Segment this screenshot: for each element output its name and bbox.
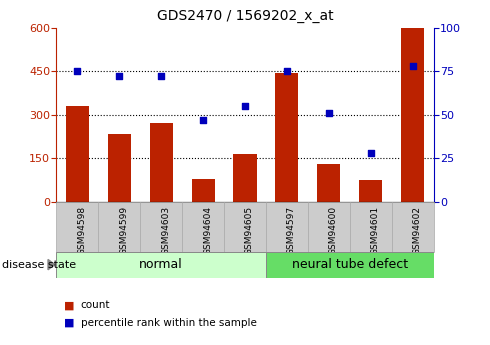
Bar	[140, 202, 182, 252]
Text: GSM94597: GSM94597	[287, 206, 296, 255]
Bar	[266, 252, 434, 278]
Point	[367, 150, 375, 156]
Bar	[359, 180, 382, 202]
Point	[241, 103, 249, 109]
Point	[409, 63, 416, 69]
Bar	[149, 124, 172, 202]
Bar	[182, 202, 224, 252]
Bar	[350, 202, 392, 252]
Text: GSM94602: GSM94602	[413, 206, 422, 255]
Point	[325, 110, 333, 116]
Point	[74, 68, 81, 74]
Text: disease state: disease state	[2, 260, 76, 270]
Bar	[275, 72, 298, 202]
Bar	[401, 28, 424, 202]
Text: GSM94598: GSM94598	[77, 206, 86, 255]
Text: normal: normal	[139, 258, 183, 271]
Bar	[98, 202, 140, 252]
Bar	[66, 106, 89, 202]
Point	[283, 68, 291, 74]
Point	[157, 73, 165, 79]
Text: GSM94604: GSM94604	[203, 206, 212, 255]
Text: percentile rank within the sample: percentile rank within the sample	[81, 318, 257, 327]
Point	[115, 73, 123, 79]
Text: GSM94601: GSM94601	[371, 206, 380, 255]
Bar	[56, 202, 98, 252]
Text: ■: ■	[64, 300, 74, 310]
Bar	[192, 179, 215, 202]
Bar	[308, 202, 350, 252]
Polygon shape	[48, 259, 55, 270]
Text: GSM94599: GSM94599	[119, 206, 128, 255]
Bar	[233, 154, 257, 202]
Bar	[318, 164, 341, 202]
Point	[199, 117, 207, 123]
Bar	[266, 202, 308, 252]
Text: neural tube defect: neural tube defect	[292, 258, 408, 271]
Bar	[56, 252, 266, 278]
Text: count: count	[81, 300, 110, 310]
Bar	[108, 134, 131, 202]
Text: GSM94600: GSM94600	[329, 206, 338, 255]
Bar	[392, 202, 434, 252]
Text: ■: ■	[64, 318, 74, 327]
Text: GDS2470 / 1569202_x_at: GDS2470 / 1569202_x_at	[157, 9, 333, 23]
Bar	[224, 202, 266, 252]
Text: GSM94603: GSM94603	[161, 206, 170, 255]
Text: GSM94605: GSM94605	[245, 206, 254, 255]
